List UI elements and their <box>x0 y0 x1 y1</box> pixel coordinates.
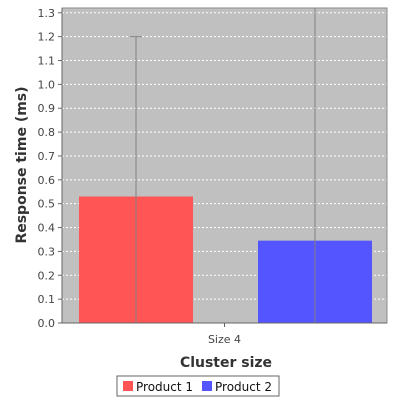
y-tick-label: 1.3 <box>38 7 56 20</box>
y-axis-title: Response time (ms) <box>14 86 30 243</box>
y-tick-label: 0.5 <box>38 198 56 211</box>
legend-swatch-product-1 <box>123 381 133 391</box>
y-tick-label: 1.0 <box>38 78 56 91</box>
x-tick-label: Size 4 <box>208 333 241 346</box>
x-ticks: Size 4 <box>208 323 241 346</box>
y-tick-label: 0.6 <box>38 174 56 187</box>
y-tick-label: 0.4 <box>38 222 56 235</box>
y-tick-label: 0.0 <box>38 317 56 330</box>
legend-item-product-2: Product 2 <box>202 380 272 394</box>
legend-item-product-1: Product 1 <box>123 380 193 394</box>
legend-swatch-product-2 <box>202 381 212 391</box>
y-tick-label: 0.2 <box>38 269 56 282</box>
legend-label-product-2: Product 2 <box>215 380 272 394</box>
y-ticks: 0.0 0.1 0.2 0.3 0.4 0.5 0.6 0.7 0.8 0.9 1.0 1.1 1.2 1… <box>38 7 62 330</box>
y-tick-label: 0.3 <box>38 245 56 258</box>
x-axis-title: Cluster size <box>180 355 272 371</box>
y-tick-label: 0.1 <box>38 293 56 306</box>
legend-label-product-1: Product 1 <box>136 380 193 394</box>
error-bars <box>130 8 316 323</box>
y-tick-label: 1.2 <box>38 31 56 44</box>
y-tick-label: 1.1 <box>38 55 56 68</box>
legend: Product 1 Product 2 <box>116 375 280 397</box>
y-axis: 0.0 0.1 0.2 0.3 0.4 0.5 0.6 0.7 0.8 0.9 1.0 1.1 1.2 1… <box>38 7 63 330</box>
y-tick-label: 0.7 <box>38 150 56 163</box>
y-tick-label: 0.8 <box>38 126 56 139</box>
legend-box <box>116 375 280 397</box>
plot-area <box>61 7 388 324</box>
y-tick-label: 0.9 <box>38 102 56 115</box>
x-axis: Size 4 <box>62 322 387 346</box>
